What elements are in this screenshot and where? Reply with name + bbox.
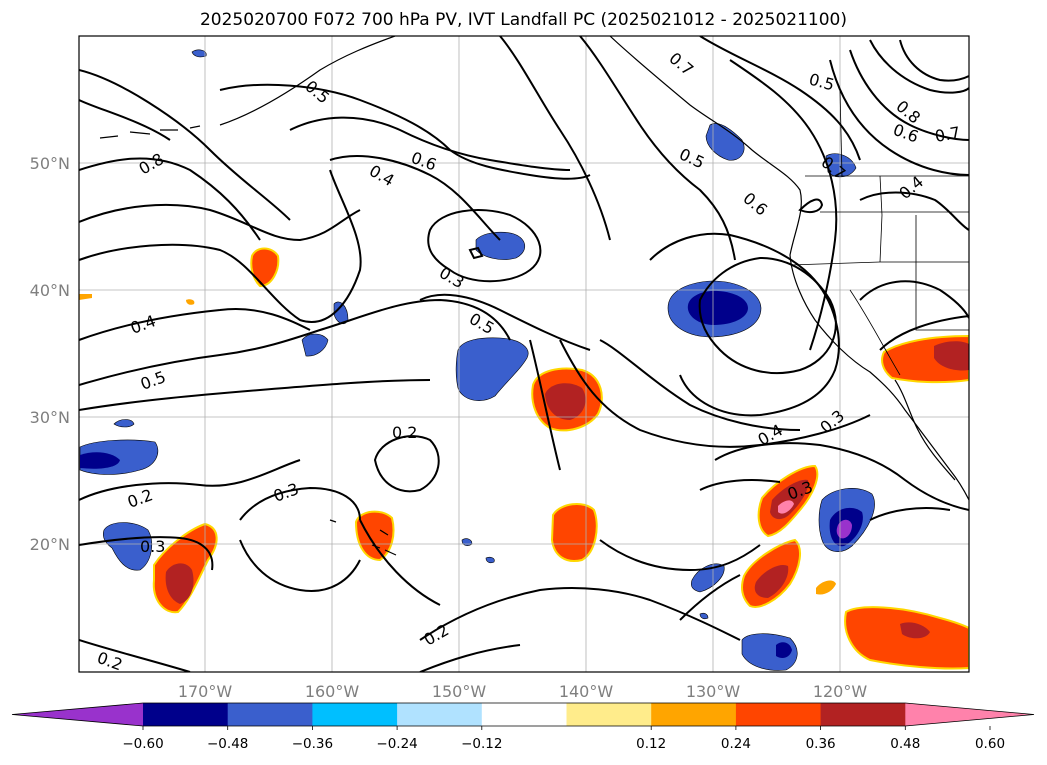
colorbar-segment <box>566 703 652 726</box>
contour-labels: 0.7 0.5 0.8 0.7 0.6 0.4 0.6 0.5 0.7 0.6 … <box>95 49 962 672</box>
colorbar-segment <box>397 703 483 726</box>
gridlines <box>79 36 969 672</box>
contour-label: 0.5 <box>138 367 168 394</box>
colorbar-segment <box>312 703 398 726</box>
colorbar-segment <box>227 703 313 726</box>
contour-label: 0.3 <box>140 537 165 556</box>
lon-label-130w: 130°W <box>686 682 741 701</box>
colorbar-tick-label: −0.24 <box>376 736 417 752</box>
contour-label: 0.5 <box>807 70 837 95</box>
pc-shading <box>79 49 969 671</box>
contour-label: 0.8 <box>136 149 168 178</box>
lon-label-120w: 120°W <box>813 682 868 701</box>
colorbar-tick-label: 0.24 <box>721 736 751 752</box>
colorbar-tick-label: 0.60 <box>975 736 1005 752</box>
colorbar-tick-label: −0.48 <box>207 736 248 752</box>
colorbar-segment <box>735 703 822 726</box>
lat-label-50n: 50°N <box>30 154 70 173</box>
lon-label-160w: 160°W <box>305 682 360 701</box>
contour-label: 0.3 <box>436 263 468 292</box>
colorbar-extend-max <box>905 703 1034 726</box>
colorbar-tick-label: 0.36 <box>806 736 836 752</box>
contour-label: 0.5 <box>301 77 333 108</box>
pv-contours <box>79 36 969 672</box>
map-title: 2025020700 F072 700 hPa PV, IVT Landfall… <box>199 10 847 30</box>
contour-label: 0.5 <box>466 309 498 338</box>
contour-label: 0.6 <box>409 148 439 175</box>
map-frame <box>78 35 970 673</box>
lat-label-30n: 30°N <box>30 408 70 427</box>
contour-label: 0.7 <box>933 123 961 146</box>
colorbar-segment <box>820 703 906 726</box>
contour-label: 0.2 <box>392 423 417 442</box>
latitude-labels: 50°N 40°N 30°N 20°N <box>30 154 70 554</box>
contour-label: 0.6 <box>739 189 771 220</box>
negative-anomaly-shading <box>79 49 875 671</box>
contour-label: 0.2 <box>125 485 155 512</box>
colorbar-tick-label: −0.60 <box>122 736 163 752</box>
lon-label-140w: 140°W <box>559 682 614 701</box>
state-borders <box>789 89 969 376</box>
colorbar-tick-label: −0.12 <box>461 736 502 752</box>
lon-label-170w: 170°W <box>178 682 233 701</box>
coastlines <box>99 36 969 556</box>
colorbar-tick-label: −0.36 <box>292 736 333 752</box>
lat-label-40n: 40°N <box>30 281 70 300</box>
colorbar-tick-label: 0.12 <box>636 736 666 752</box>
colorbar-extend-min <box>12 703 143 726</box>
contour-label: 0.3 <box>271 479 301 506</box>
positive-anomaly-shading <box>79 247 969 670</box>
lat-label-20n: 20°N <box>30 535 70 554</box>
longitude-labels: 170°W 160°W 150°W 140°W 130°W 120°W <box>178 682 868 701</box>
contour-label: 0.4 <box>366 161 398 190</box>
map-area: 0.7 0.5 0.8 0.7 0.6 0.4 0.6 0.5 0.7 0.6 … <box>79 36 969 672</box>
colorbar-segment <box>143 703 229 726</box>
colorbar-segment <box>651 703 737 726</box>
colorbar-segment <box>481 703 567 726</box>
contour-label: 0.7 <box>665 49 697 80</box>
contour-label: 0.4 <box>895 172 927 203</box>
colorbar: −0.60 −0.48 −0.36 −0.24 −0.12 0.12 0.24 0.36 0.4… <box>11 702 1035 752</box>
lon-label-150w: 150°W <box>432 682 487 701</box>
contour-label: 0.4 <box>128 311 158 338</box>
contour-label: 0.6 <box>891 120 921 147</box>
colorbar-tick-label: 0.48 <box>890 736 920 752</box>
contour-label: 0.5 <box>676 144 707 172</box>
